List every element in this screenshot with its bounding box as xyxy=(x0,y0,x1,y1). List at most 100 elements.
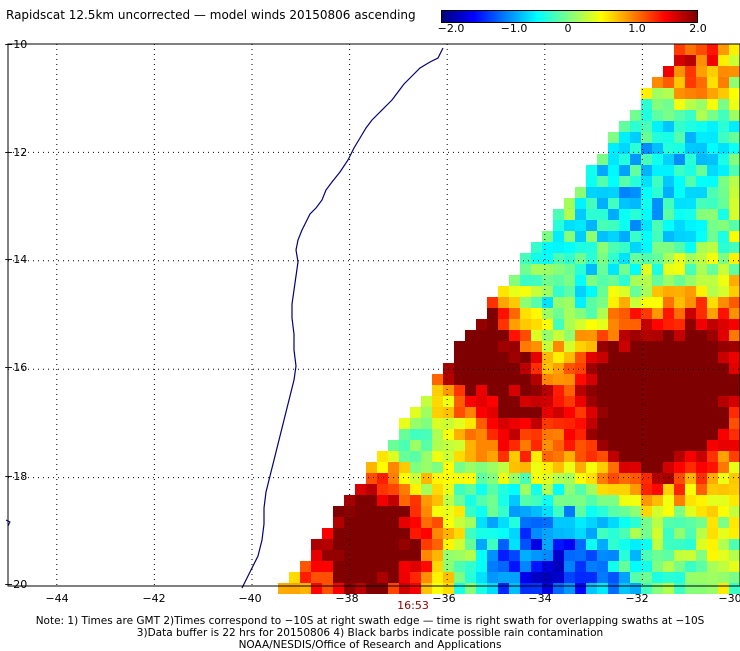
wind-cell xyxy=(586,341,597,352)
wind-cell xyxy=(542,462,553,473)
wind-cell xyxy=(377,484,388,495)
wind-cell xyxy=(553,462,564,473)
wind-cell xyxy=(608,264,619,275)
wind-cell xyxy=(641,88,652,99)
lon-label: −42 xyxy=(142,592,166,605)
wind-cell xyxy=(432,495,443,506)
wind-cell xyxy=(696,495,707,506)
wind-cell xyxy=(707,495,718,506)
wind-cell xyxy=(707,330,718,341)
wind-cell xyxy=(564,209,575,220)
wind-cell xyxy=(718,528,729,539)
wind-cell xyxy=(663,429,674,440)
wind-cell xyxy=(608,341,619,352)
wind-cell xyxy=(355,495,366,506)
wind-cell xyxy=(630,286,641,297)
wind-cell xyxy=(421,572,432,583)
wind-cell xyxy=(586,517,597,528)
wind-cell xyxy=(300,561,311,572)
wind-cell xyxy=(597,198,608,209)
wind-cell xyxy=(542,495,553,506)
wind-cell xyxy=(619,198,630,209)
wind-cell xyxy=(564,528,575,539)
wind-cell xyxy=(608,319,619,330)
wind-cell xyxy=(718,286,729,297)
lon-label: −30 xyxy=(718,592,740,605)
wind-cell xyxy=(696,286,707,297)
wind-cell xyxy=(630,495,641,506)
wind-cell xyxy=(531,297,542,308)
wind-cell xyxy=(685,517,696,528)
wind-cell xyxy=(520,319,531,330)
wind-cell xyxy=(608,418,619,429)
wind-cell xyxy=(542,264,553,275)
wind-cell xyxy=(630,363,641,374)
wind-cell xyxy=(652,132,663,143)
wind-cell xyxy=(696,374,707,385)
wind-cell xyxy=(454,528,465,539)
wind-cell xyxy=(520,253,531,264)
wind-cell xyxy=(641,374,652,385)
wind-cell xyxy=(707,517,718,528)
wind-cell xyxy=(586,539,597,550)
wind-cell xyxy=(674,330,685,341)
wind-cell xyxy=(564,330,575,341)
wind-cell xyxy=(729,275,740,286)
wind-cell xyxy=(663,143,674,154)
wind-cell xyxy=(476,462,487,473)
wind-cell xyxy=(652,418,663,429)
wind-cell xyxy=(410,407,421,418)
wind-cell xyxy=(707,88,718,99)
wind-cell xyxy=(652,484,663,495)
wind-cell xyxy=(652,374,663,385)
wind-cell xyxy=(663,121,674,132)
wind-cell xyxy=(663,451,674,462)
wind-cell xyxy=(542,506,553,517)
wind-cell xyxy=(729,352,740,363)
wind-cell xyxy=(322,528,333,539)
wind-cell xyxy=(608,308,619,319)
wind-cell xyxy=(685,66,696,77)
wind-cell xyxy=(520,396,531,407)
wind-cell xyxy=(476,550,487,561)
wind-cell xyxy=(696,396,707,407)
wind-cell xyxy=(355,583,366,594)
wind-cell xyxy=(718,319,729,330)
wind-cell xyxy=(641,187,652,198)
wind-cell xyxy=(619,242,630,253)
wind-cell xyxy=(520,429,531,440)
wind-cell xyxy=(619,319,630,330)
wind-cell xyxy=(410,528,421,539)
wind-cell xyxy=(498,451,509,462)
wind-cell xyxy=(564,517,575,528)
wind-cell xyxy=(465,462,476,473)
wind-cell xyxy=(652,99,663,110)
wind-cell xyxy=(685,132,696,143)
wind-cell xyxy=(498,473,509,484)
wind-cell xyxy=(520,297,531,308)
wind-cell xyxy=(553,330,564,341)
lat-label: −10 xyxy=(4,38,28,51)
wind-cell xyxy=(652,110,663,121)
wind-cell xyxy=(608,561,619,572)
wind-cell xyxy=(377,528,388,539)
wind-cell xyxy=(608,407,619,418)
wind-cell xyxy=(729,539,740,550)
wind-cell xyxy=(608,451,619,462)
wind-cell xyxy=(564,407,575,418)
wind-cell xyxy=(619,176,630,187)
wind-cell xyxy=(443,583,454,594)
wind-cell xyxy=(520,506,531,517)
wind-cell xyxy=(542,473,553,484)
wind-cell xyxy=(388,539,399,550)
wind-cell xyxy=(652,451,663,462)
wind-cell xyxy=(531,407,542,418)
wind-cell xyxy=(366,539,377,550)
wind-cell xyxy=(718,429,729,440)
wind-cell xyxy=(597,517,608,528)
wind-cell xyxy=(586,550,597,561)
wind-cell xyxy=(432,396,443,407)
wind-cell xyxy=(597,506,608,517)
wind-cell xyxy=(696,583,707,594)
